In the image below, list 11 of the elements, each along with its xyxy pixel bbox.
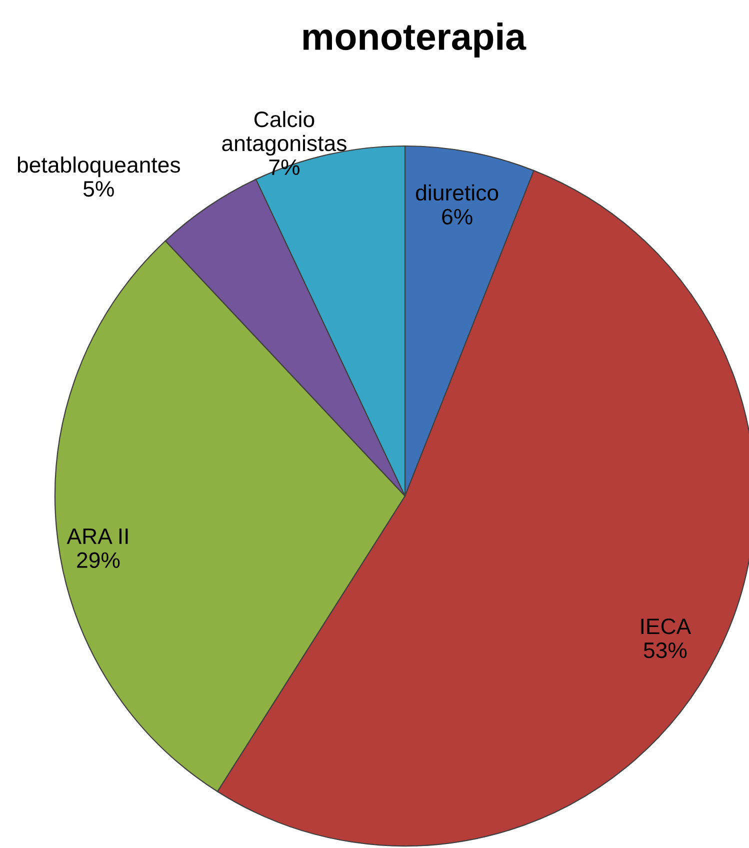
slice-label: ARA II bbox=[66, 528, 128, 544]
chart-title: monoterapia bbox=[303, 22, 526, 58]
slice-label: Calcio antagonistas bbox=[222, 110, 346, 156]
data-label: 5% bbox=[83, 181, 114, 197]
slice-label: IECA bbox=[641, 618, 692, 634]
slice-label: betabloqueantes bbox=[18, 156, 180, 178]
data-label: 53% bbox=[644, 642, 687, 658]
slice-label: diuretico bbox=[416, 184, 498, 201]
data-label: 7% bbox=[269, 159, 300, 176]
data-label: 29% bbox=[77, 552, 120, 568]
data-label: 6% bbox=[442, 208, 472, 225]
